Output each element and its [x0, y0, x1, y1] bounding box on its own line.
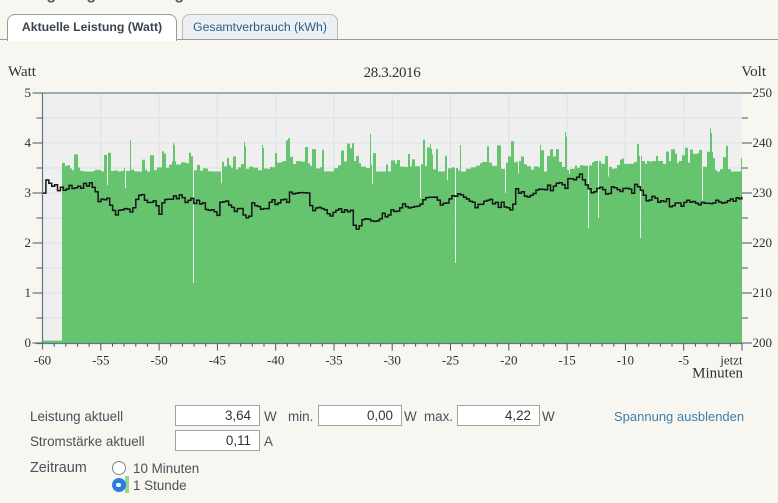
- svg-text:5: 5: [25, 85, 32, 100]
- svg-text:-50: -50: [150, 353, 167, 368]
- svg-text:250: 250: [753, 85, 773, 100]
- svg-text:1: 1: [25, 285, 32, 300]
- svg-text:-15: -15: [558, 353, 575, 368]
- svg-text:-5: -5: [678, 353, 689, 368]
- svg-text:210: 210: [753, 285, 773, 300]
- svg-text:-55: -55: [92, 353, 109, 368]
- svg-text:-60: -60: [34, 353, 51, 368]
- svg-text:28.3.2016: 28.3.2016: [364, 65, 422, 81]
- svg-text:200: 200: [753, 335, 773, 350]
- svg-text:-35: -35: [325, 353, 342, 368]
- svg-text:2: 2: [25, 235, 32, 250]
- svg-text:220: 220: [753, 235, 773, 250]
- svg-text:-30: -30: [384, 353, 401, 368]
- svg-text:-40: -40: [267, 353, 284, 368]
- svg-text:-25: -25: [442, 353, 459, 368]
- svg-text:0: 0: [25, 335, 32, 350]
- svg-text:-10: -10: [617, 353, 634, 368]
- svg-text:3: 3: [25, 185, 32, 200]
- svg-text:Minuten: Minuten: [692, 366, 743, 382]
- svg-text:Volt: Volt: [741, 64, 767, 80]
- svg-text:Watt: Watt: [8, 64, 37, 80]
- svg-text:240: 240: [753, 135, 773, 150]
- svg-text:jetzt: jetzt: [719, 353, 743, 368]
- svg-text:230: 230: [753, 185, 773, 200]
- svg-text:4: 4: [25, 135, 32, 150]
- svg-text:-20: -20: [500, 353, 517, 368]
- svg-text:-45: -45: [209, 353, 226, 368]
